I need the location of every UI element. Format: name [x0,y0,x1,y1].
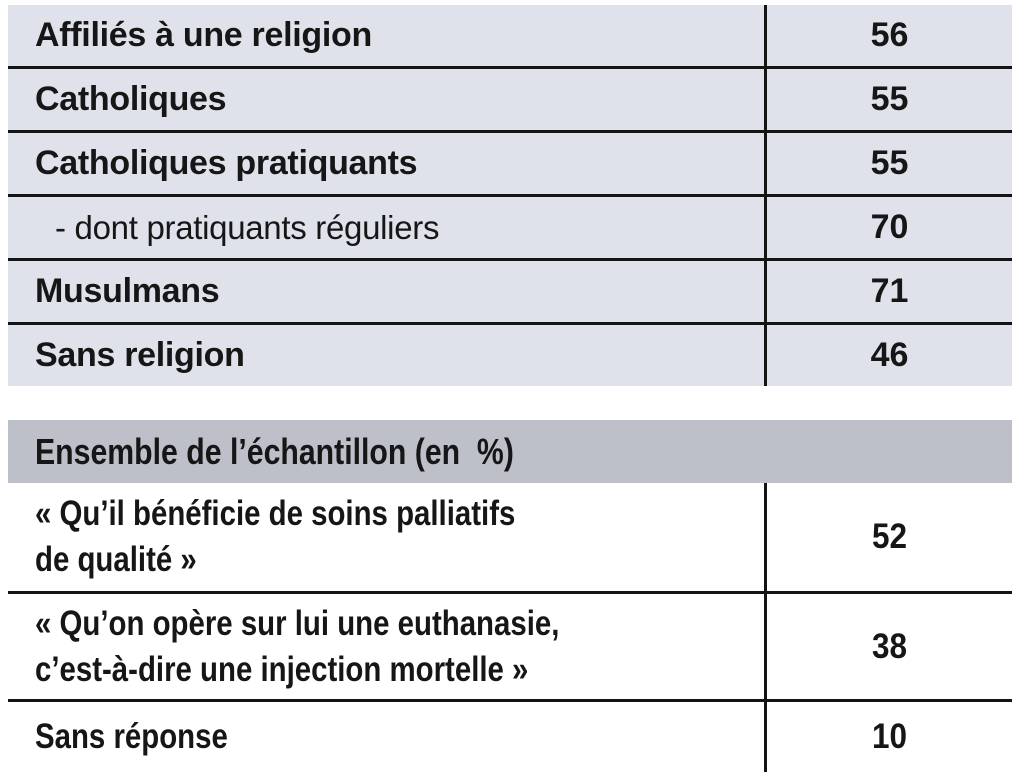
row-value-text: 38 [871,626,908,666]
row-label-line1: « Qu’on opère sur lui une euthanasie, [35,603,560,643]
section-header-label: Ensemble de l’échantillon (en %) [35,430,514,472]
table-row: « Qu’il bénéficie de soins palliatifs de… [8,483,1012,594]
row-value-text: 10 [871,717,908,756]
row-label: Catholiques [8,69,767,130]
row-value: 38 [767,594,1012,699]
row-label: Sans religion [8,325,767,386]
religion-table: Affiliés à une religion 56 Catholiques 5… [8,5,1012,386]
table-row: « Qu’on opère sur lui une euthanasie, c’… [8,594,1012,702]
row-label: « Qu’il bénéficie de soins palliatifs de… [8,483,767,591]
table-row: Catholiques 55 [8,66,1012,130]
row-label-line1: « Qu’il bénéficie de soins palliatifs [35,494,516,533]
sample-table: Ensemble de l’échantillon (en %) « Qu’il… [8,420,1012,772]
row-label-line2: de qualité » [35,540,197,579]
row-value: 70 [870,208,909,246]
row-label-line2: c’est-à-dire une injection mortelle » [35,649,529,689]
row-label: Sans réponse [8,702,767,772]
row-label: - dont pratiquants réguliers [8,197,767,258]
row-label: Musulmans [8,261,767,322]
row-value: 56 [870,16,909,54]
table-row: Sans religion 46 [8,322,1012,386]
table-row: Affiliés à une religion 56 [8,5,1012,66]
row-label-line1: Sans réponse [35,717,228,756]
row-value: 52 [767,483,1012,591]
row-value: 55 [870,144,909,182]
table-row: Musulmans 71 [8,258,1012,322]
row-label: Catholiques pratiquants [8,133,767,194]
row-value: 10 [767,702,1012,772]
section-header: Ensemble de l’échantillon (en %) [8,420,1012,483]
table-row: Sans réponse 10 [8,702,1012,772]
row-value-text: 52 [871,517,908,556]
table-row-sub: - dont pratiquants réguliers 70 [8,194,1012,258]
table-row: Catholiques pratiquants 55 [8,130,1012,194]
row-value: 55 [870,80,909,118]
row-value: 46 [870,336,909,374]
row-label: « Qu’on opère sur lui une euthanasie, c’… [8,594,767,699]
row-label: Affiliés à une religion [8,5,767,66]
row-value: 71 [870,272,909,310]
